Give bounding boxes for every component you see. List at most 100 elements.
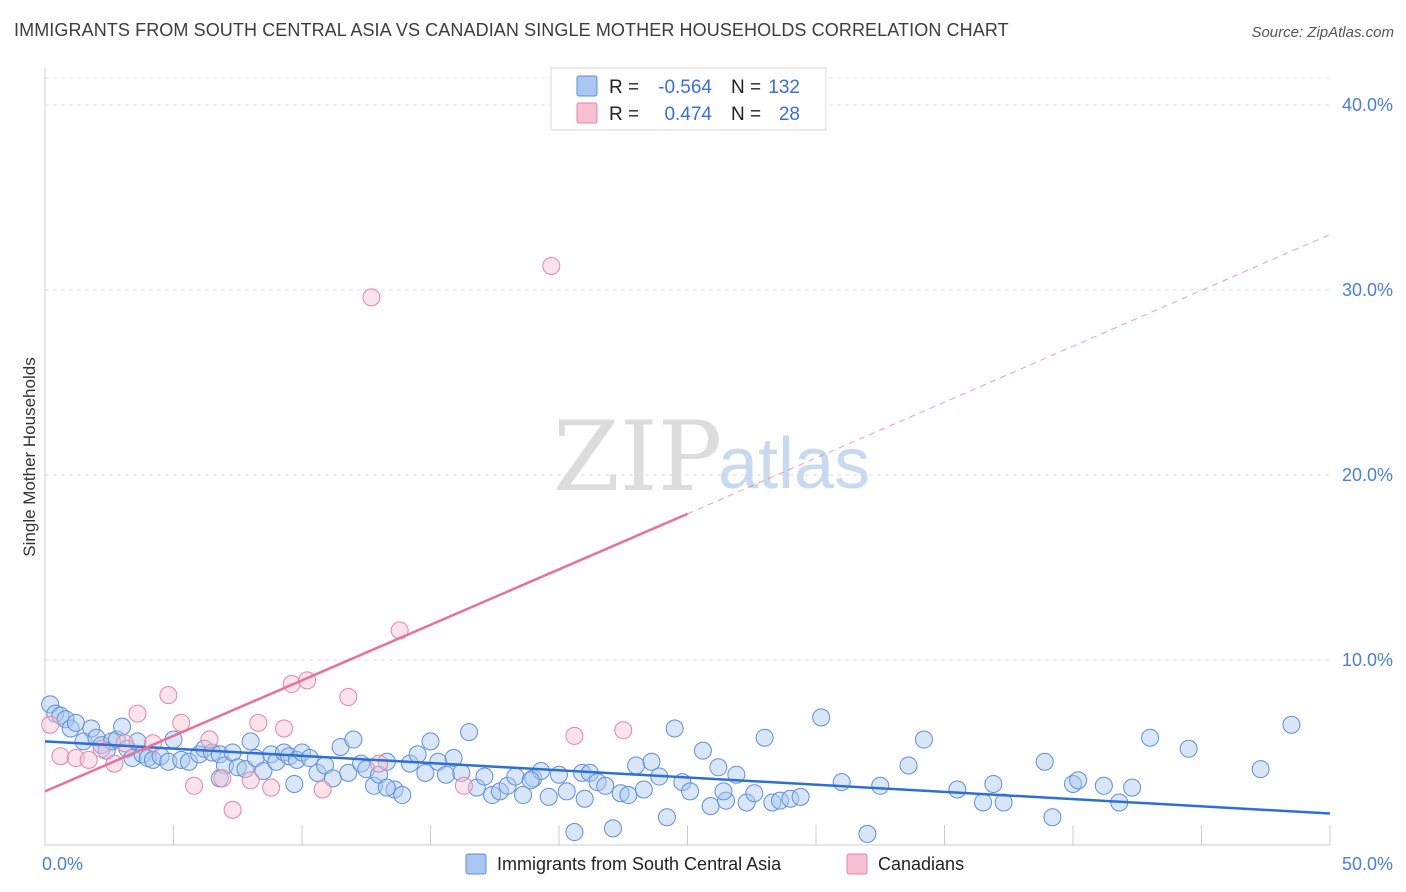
data-point-immigrants: [51, 706, 70, 725]
data-point-immigrants: [1251, 760, 1270, 779]
data-point-immigrants: [1123, 778, 1142, 797]
y-tick-label: 10.0%: [1342, 650, 1393, 670]
data-point-immigrants: [994, 793, 1013, 812]
data-point-canadians: [370, 754, 389, 773]
series-canadians-points: [41, 256, 633, 819]
gridlines: [45, 77, 1330, 661]
data-point-immigrants: [745, 784, 764, 803]
data-point-immigrants: [421, 732, 440, 751]
data-point-immigrants: [557, 782, 576, 801]
legend-n-label-immigrants: N =: [731, 77, 761, 98]
y-tick-label: 40.0%: [1342, 95, 1393, 115]
data-point-immigrants: [709, 758, 728, 777]
data-point-canadians: [159, 686, 178, 705]
data-point-immigrants: [948, 780, 967, 799]
data-point-immigrants: [236, 760, 255, 779]
data-point-immigrants: [1043, 808, 1062, 827]
legend-top: R = -0.564 N = 132 R = 0.474 N = 28: [550, 67, 827, 131]
data-point-immigrants: [408, 745, 427, 764]
legend-r-label-canadians: R =: [609, 104, 639, 125]
data-point-immigrants: [179, 752, 198, 771]
axes: [44, 68, 1331, 846]
legend-swatch-immigrants: [576, 75, 598, 97]
data-point-immigrants: [737, 793, 756, 812]
data-point-immigrants: [61, 719, 80, 738]
trend-lines: [44, 234, 1331, 815]
data-point-immigrants: [603, 819, 622, 838]
data-point-canadians: [262, 778, 281, 797]
legend-n-value-canadians: 28: [779, 104, 800, 125]
data-point-canadians: [128, 704, 147, 723]
legend-r-label-immigrants: R =: [609, 77, 639, 98]
watermark-zip: ZIP: [553, 401, 722, 513]
data-point-immigrants: [66, 713, 85, 732]
data-point-immigrants: [812, 708, 831, 727]
chart-title: IMMIGRANTS FROM SOUTH CENTRAL ASIA VS CA…: [14, 20, 1009, 40]
data-point-immigrants: [871, 776, 890, 795]
data-point-canadians: [92, 739, 111, 758]
data-point-immigrants: [763, 793, 782, 812]
data-point-immigrants: [514, 786, 533, 805]
data-point-immigrants: [521, 771, 540, 790]
y-tick-label: 20.0%: [1342, 465, 1393, 485]
data-point-immigrants: [565, 823, 584, 842]
legend-r-value-immigrants: -0.564: [658, 77, 712, 98]
legend-n-value-immigrants: 132: [768, 77, 800, 98]
legend-r-value-canadians: 0.474: [664, 104, 712, 125]
data-point-immigrants: [619, 786, 638, 805]
legend-swatch-canadians: [576, 102, 598, 124]
data-point-immigrants: [1094, 776, 1113, 795]
data-point-immigrants: [791, 787, 810, 806]
data-point-immigrants: [377, 778, 396, 797]
data-point-immigrants: [575, 789, 594, 808]
data-point-canadians: [185, 776, 204, 795]
data-point-immigrants: [344, 730, 363, 749]
legend-bottom: Immigrants from South Central Asia Canad…: [465, 853, 964, 875]
data-point-immigrants: [41, 695, 60, 714]
trend-line-canadians-extension: [687, 234, 1331, 515]
data-point-immigrants: [300, 749, 319, 768]
data-point-immigrants: [858, 824, 877, 843]
x-tick-label: 0.0%: [42, 854, 83, 874]
data-point-immigrants: [1179, 739, 1198, 758]
data-point-canadians: [339, 688, 358, 706]
data-point-canadians: [41, 715, 60, 734]
data-point-immigrants: [241, 732, 260, 751]
data-point-immigrants: [172, 750, 191, 769]
data-point-immigrants: [339, 763, 358, 782]
data-point-immigrants: [1069, 771, 1088, 790]
data-point-immigrants: [82, 719, 101, 738]
x-tick-label: 50.0%: [1342, 854, 1393, 874]
watermark-atlas: atlas: [718, 424, 870, 504]
data-point-immigrants: [681, 782, 700, 801]
data-point-immigrants: [254, 762, 273, 780]
data-point-immigrants: [714, 782, 733, 801]
data-point-canadians: [614, 721, 633, 740]
data-point-immigrants: [416, 763, 435, 782]
data-point-immigrants: [984, 774, 1003, 793]
data-point-immigrants: [228, 758, 247, 777]
data-point-canadians: [223, 800, 242, 819]
data-point-immigrants: [627, 756, 646, 775]
source-label: Source: ZipAtlas.com: [1251, 24, 1394, 41]
data-point-immigrants: [1064, 774, 1082, 793]
data-point-immigrants: [436, 765, 455, 784]
y-tick-labels: 10.0% 20.0% 30.0% 40.0%: [1342, 95, 1393, 670]
data-point-immigrants: [657, 808, 676, 827]
data-point-canadians: [275, 719, 294, 738]
data-point-immigrants: [532, 762, 551, 780]
data-point-immigrants: [596, 776, 615, 795]
data-point-immigrants: [1141, 728, 1160, 747]
data-point-immigrants: [755, 728, 774, 747]
data-point-immigrants: [539, 787, 558, 806]
series-immigrants-points: [41, 695, 1301, 843]
data-point-immigrants: [899, 756, 918, 775]
data-point-immigrants: [974, 793, 993, 812]
bottom-legend-swatch-immigrants: [465, 853, 487, 875]
data-point-immigrants: [1282, 715, 1301, 734]
data-point-immigrants: [444, 749, 463, 768]
data-point-canadians: [213, 769, 232, 788]
data-point-immigrants: [506, 767, 525, 786]
data-point-canadians: [362, 288, 381, 307]
